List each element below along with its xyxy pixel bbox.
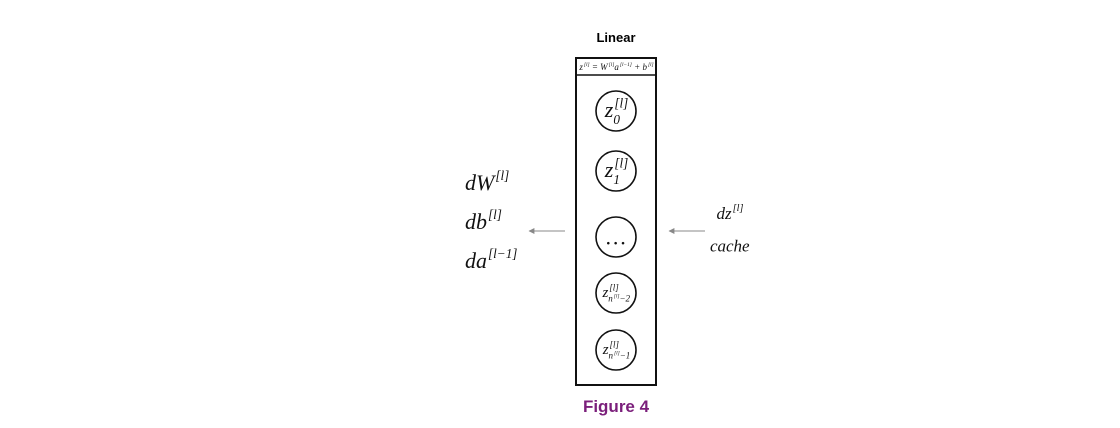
math-base: z: [604, 157, 614, 182]
math-sub: 0: [613, 112, 620, 127]
math-sup: [l]: [614, 155, 628, 170]
math-sub: 1: [613, 172, 620, 187]
math-base: dW: [465, 170, 496, 195]
output-label: da [l−1]: [465, 246, 517, 273]
output-label: db [l]: [465, 207, 502, 234]
math-base: da: [465, 248, 487, 273]
math-base: z: [604, 97, 614, 122]
math-sup: [l]: [609, 282, 619, 292]
math-base: db: [465, 209, 487, 234]
math-sup: [l]: [495, 168, 509, 183]
math-sup: [l]: [733, 203, 744, 214]
layer-title: Linear: [596, 30, 635, 45]
math-sup: [l]: [609, 62, 615, 68]
neuron: [595, 216, 637, 258]
math-base: + b: [632, 62, 648, 72]
neuron: [595, 90, 637, 132]
neuron-label: z [l] 0: [604, 95, 629, 127]
math-sup: [l]: [610, 339, 620, 349]
neuron-label: z [l] 1: [604, 155, 629, 187]
input-label: dz [l]: [717, 203, 744, 223]
math-sup: [l]: [614, 351, 620, 357]
inputs: dz [l] cache: [710, 203, 750, 255]
neuron-label: z [l]n [l] −1: [602, 339, 631, 360]
math-base: a: [614, 62, 619, 72]
math-sup: [l]: [614, 294, 620, 300]
neuron: [595, 329, 637, 371]
math-sup: [l]: [614, 95, 628, 110]
math-sup: [l]: [584, 62, 590, 68]
math-tail: −1: [620, 351, 631, 361]
math-base: z: [578, 62, 583, 72]
output-label: dW [l]: [465, 168, 509, 195]
math-sup: [l]: [488, 207, 502, 222]
math-sup: [l−1]: [620, 62, 632, 68]
caption: Figure 4: [583, 397, 650, 416]
input-label: cache: [710, 237, 750, 256]
nodes: z [l]0z [l]1…z [l]n [l] −2z [l]n [l] −1: [595, 90, 637, 371]
neuron-label: z [l]n [l] −2: [601, 282, 630, 303]
neuron-label: …: [606, 225, 626, 250]
neuron: [595, 150, 637, 192]
math-base: n: [609, 351, 614, 361]
neuron: [595, 272, 637, 314]
layer-box: [575, 57, 657, 386]
math-base: = W: [590, 62, 610, 72]
math-base: n: [608, 294, 613, 304]
outputs: dW [l]db [l]da [l−1]: [465, 168, 517, 273]
math-base: z: [601, 285, 608, 301]
math-base: cache: [710, 237, 750, 256]
math-base: dz: [717, 204, 733, 223]
math-sup: [l]: [648, 62, 654, 68]
equation: z [l] = W [l] a [l−1] + b [l]: [578, 62, 653, 72]
math-base: …: [606, 225, 626, 250]
math-sup: [l−1]: [488, 246, 517, 261]
math-tail: −2: [619, 294, 630, 304]
math-base: z: [602, 342, 609, 358]
